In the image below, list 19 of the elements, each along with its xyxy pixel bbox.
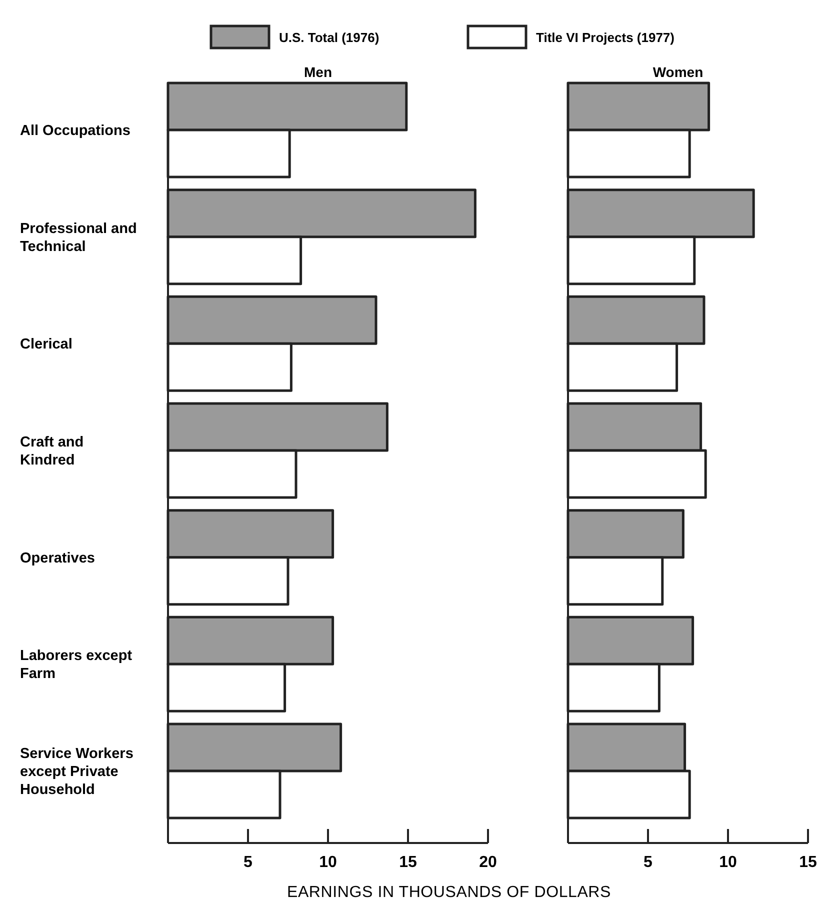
x-tick-label: 15: [399, 854, 417, 871]
y-tick-label: Clerical: [20, 336, 72, 353]
y-tick-label: Laborers except Farm: [20, 648, 132, 682]
chart-title: Men: [304, 64, 332, 80]
legend-label: Title VI Projects (1977): [536, 30, 674, 45]
x-tick-label: 5: [244, 854, 253, 871]
y-tick-label: Service Workers except Private Household: [20, 746, 134, 798]
y-tick-label: Professional and Technical: [20, 220, 137, 255]
y-tick-label: Craft and Kindred: [20, 434, 84, 468]
chart-title: Women: [652, 64, 704, 80]
x-axis-title: EARNINGS IN THOUSANDS OF DOLLARS: [286, 884, 612, 898]
x-tick-label: 15: [799, 854, 817, 871]
x-tick-label: 10: [719, 854, 737, 871]
x-tick-label: 5: [644, 854, 653, 871]
y-tick-label: Operatives: [20, 550, 95, 566]
y-tick-label: All Occupations: [20, 123, 130, 140]
x-tick-label: 10: [319, 854, 337, 871]
x-tick-label: 20: [479, 854, 497, 871]
legend-label: U.S. Total (1976): [279, 30, 380, 45]
